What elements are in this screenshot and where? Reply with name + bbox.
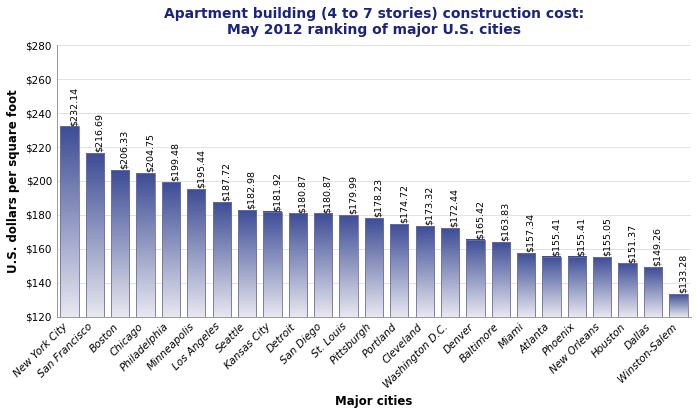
Bar bbox=[86, 153, 104, 317]
Bar bbox=[669, 294, 688, 317]
Text: $178.23: $178.23 bbox=[374, 178, 383, 217]
Bar bbox=[187, 189, 205, 317]
Bar bbox=[289, 213, 307, 317]
Text: $133.28: $133.28 bbox=[678, 254, 688, 293]
Bar bbox=[491, 242, 510, 317]
Text: $149.26: $149.26 bbox=[653, 227, 662, 266]
Text: $173.32: $173.32 bbox=[424, 186, 433, 225]
Text: $216.69: $216.69 bbox=[95, 113, 104, 152]
Text: $172.44: $172.44 bbox=[450, 188, 459, 227]
Text: $187.72: $187.72 bbox=[222, 162, 230, 201]
Bar bbox=[60, 127, 79, 317]
Bar bbox=[365, 218, 383, 317]
Bar bbox=[162, 182, 180, 317]
Text: $151.37: $151.37 bbox=[628, 223, 637, 263]
Bar bbox=[593, 257, 611, 317]
Bar bbox=[618, 264, 637, 317]
Bar bbox=[441, 228, 459, 317]
Text: $199.48: $199.48 bbox=[171, 142, 180, 181]
Y-axis label: U.S. dollars per square foot: U.S. dollars per square foot bbox=[7, 89, 20, 273]
Text: $163.83: $163.83 bbox=[500, 202, 510, 242]
Bar bbox=[415, 226, 433, 317]
Bar bbox=[212, 202, 231, 317]
Text: $180.87: $180.87 bbox=[323, 173, 332, 212]
Text: $165.42: $165.42 bbox=[475, 200, 484, 239]
Text: $204.75: $204.75 bbox=[146, 133, 154, 172]
Bar bbox=[314, 213, 332, 317]
Text: $181.92: $181.92 bbox=[272, 172, 281, 211]
Text: $180.87: $180.87 bbox=[298, 173, 307, 212]
Text: $155.05: $155.05 bbox=[602, 217, 611, 256]
Bar bbox=[339, 215, 357, 317]
Bar bbox=[466, 239, 484, 317]
Text: $182.98: $182.98 bbox=[247, 170, 256, 209]
Bar bbox=[390, 224, 408, 317]
Bar bbox=[644, 267, 662, 317]
Bar bbox=[263, 212, 281, 317]
Text: $195.44: $195.44 bbox=[196, 149, 205, 188]
Bar bbox=[238, 210, 256, 317]
X-axis label: Major cities: Major cities bbox=[335, 395, 413, 408]
Text: $155.41: $155.41 bbox=[577, 217, 586, 256]
Text: $232.14: $232.14 bbox=[69, 86, 78, 126]
Bar bbox=[517, 253, 535, 317]
Bar bbox=[111, 170, 129, 317]
Text: $155.41: $155.41 bbox=[551, 217, 560, 256]
Text: $157.34: $157.34 bbox=[526, 213, 535, 252]
Bar bbox=[567, 256, 586, 317]
Text: $174.72: $174.72 bbox=[399, 184, 408, 223]
Bar bbox=[542, 256, 560, 317]
Title: Apartment building (4 to 7 stories) construction cost:
May 2012 ranking of major: Apartment building (4 to 7 stories) cons… bbox=[164, 7, 584, 37]
Text: $206.33: $206.33 bbox=[120, 130, 129, 169]
Text: $179.99: $179.99 bbox=[348, 175, 357, 214]
Bar bbox=[136, 173, 155, 317]
